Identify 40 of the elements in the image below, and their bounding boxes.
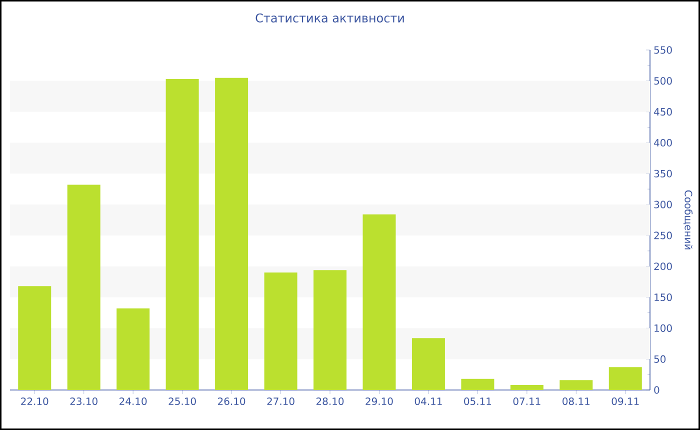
y-tick-label: 100 [654, 324, 672, 332]
x-tick-label: 26.10 [218, 398, 246, 406]
bar [215, 78, 248, 390]
x-tick-label: 04.11 [414, 398, 442, 406]
bar [18, 286, 52, 390]
y-tick-label: 300 [654, 200, 672, 208]
x-tick-label: 28.10 [316, 398, 344, 406]
x-tick-label: 07.11 [513, 398, 540, 406]
y-tick-label: 500 [654, 77, 672, 85]
x-tick-label: 08.11 [562, 398, 590, 406]
bar [67, 184, 100, 390]
bar [608, 367, 642, 390]
bar [314, 270, 347, 390]
y-tick-label: 250 [654, 232, 672, 240]
y-tick-label: 200 [654, 262, 672, 270]
x-tick-label: 29.10 [366, 398, 393, 406]
x-tick-label: 25.10 [168, 398, 196, 406]
y-tick-label: 150 [654, 293, 672, 302]
y-tick-label: 50 [654, 355, 666, 363]
x-tick-label: 23.10 [70, 398, 98, 406]
bar [510, 385, 544, 390]
y-axis-title: Сообщений [683, 190, 693, 250]
bar [560, 380, 593, 390]
bar [461, 378, 494, 390]
y-tick-label: 400 [654, 138, 672, 146]
y-tick-label: 450 [654, 108, 672, 116]
x-tick-label: 05.11 [464, 398, 492, 406]
bar [412, 338, 445, 390]
x-tick-label: 09.11 [612, 398, 639, 406]
bar [362, 214, 396, 390]
y-tick-label: 550 [654, 46, 672, 54]
x-tick-label: 22.10 [21, 398, 48, 406]
bar [264, 272, 298, 390]
bar [116, 308, 150, 390]
x-tick-label: 27.10 [267, 398, 294, 406]
x-tick-label: 24.10 [120, 398, 147, 406]
bar [166, 79, 199, 390]
y-tick-label: 0 [654, 386, 660, 394]
y-tick-label: 350 [654, 170, 672, 178]
chart-title: Статистика активности [256, 13, 404, 22]
